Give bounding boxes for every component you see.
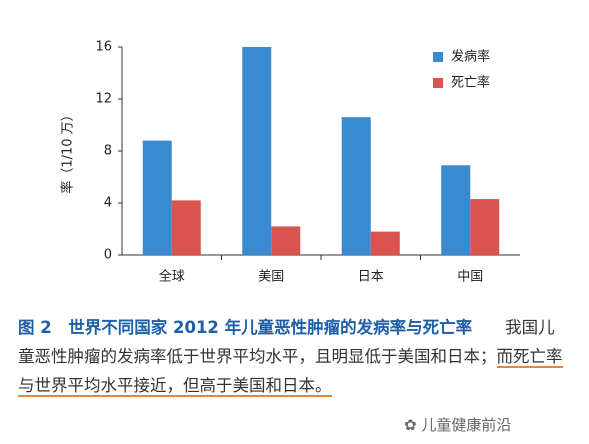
- y-tick-label: 4: [104, 196, 112, 211]
- watermark: ✿ 儿童健康前沿: [404, 416, 512, 434]
- bar: [171, 200, 201, 255]
- legend-swatch: [433, 78, 443, 88]
- y-axis-label: 率（1/10 万）: [60, 108, 76, 193]
- x-tick-label: 全球: [159, 269, 185, 285]
- watermark-text: 儿童健康前沿: [421, 416, 512, 434]
- y-tick-label: 12: [95, 92, 112, 107]
- bar: [370, 231, 400, 255]
- caption-body: 我国儿童恶性肿瘤的发病率低于世界平均水平，且明显低于美国和日本；: [18, 318, 555, 366]
- bar: [341, 117, 371, 255]
- x-tick-label: 美国: [258, 270, 284, 285]
- bar: [271, 226, 301, 255]
- legend-label: 发病率: [451, 49, 490, 65]
- caption: 图 2 世界不同国家 2012 年儿童恶性肿瘤的发病率与死亡率 我国儿童恶性肿瘤…: [18, 313, 566, 400]
- bar: [441, 165, 471, 255]
- x-tick-label: 日本: [358, 270, 384, 285]
- y-tick-label: 16: [95, 40, 112, 55]
- x-tick-label: 中国: [457, 270, 483, 285]
- bar: [470, 199, 500, 255]
- legend-swatch: [433, 52, 443, 62]
- caption-title: 世界不同国家 2012 年儿童恶性肿瘤的发病率与死亡率: [68, 318, 473, 337]
- caption-label: 图 2: [18, 318, 52, 337]
- caption-body-underlined: 而死亡率与世界平均水平接近，但高于美国和日本。: [18, 347, 563, 397]
- bar: [242, 47, 272, 255]
- bar: [142, 140, 172, 255]
- y-tick-label: 0: [104, 248, 112, 263]
- legend-label: 死亡率: [451, 75, 490, 91]
- y-tick-label: 8: [104, 144, 112, 159]
